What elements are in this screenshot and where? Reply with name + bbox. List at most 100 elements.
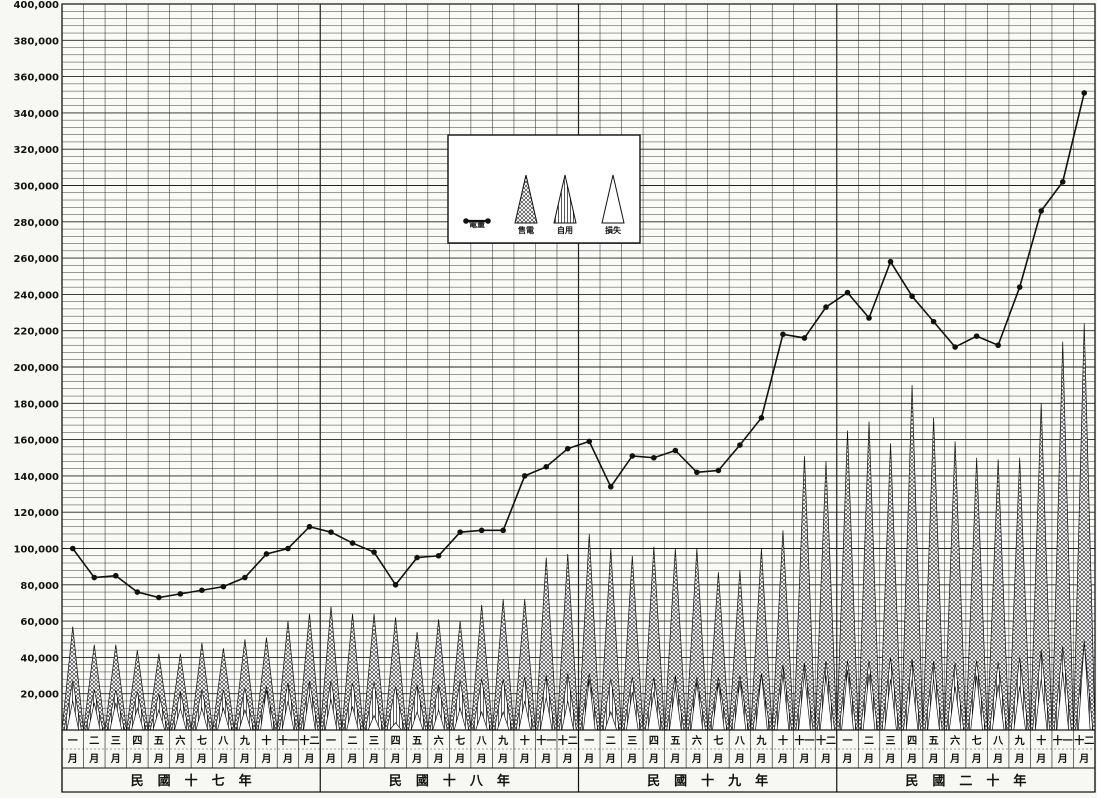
month-unit-label: 月 bbox=[131, 753, 142, 765]
data-point bbox=[973, 333, 980, 339]
legend-point-swatch bbox=[463, 218, 469, 224]
y-tick-label: 20,000 bbox=[20, 690, 59, 701]
data-point bbox=[758, 415, 765, 421]
data-point bbox=[1059, 179, 1066, 185]
month-unit-label: 月 bbox=[540, 753, 551, 765]
total-output-line bbox=[72, 92, 1086, 599]
month-label: 七 bbox=[197, 734, 207, 747]
data-point bbox=[156, 594, 162, 601]
month-unit-label: 月 bbox=[390, 753, 401, 765]
month-label: 五 bbox=[670, 735, 680, 747]
month-label: 十 bbox=[1036, 734, 1046, 747]
month-label: 五 bbox=[412, 735, 422, 747]
month-spike bbox=[836, 430, 859, 731]
month-label: 三 bbox=[111, 735, 121, 747]
month-label: 十一 bbox=[536, 734, 556, 747]
month-unit-label: 月 bbox=[949, 753, 960, 765]
month-unit-label: 月 bbox=[734, 753, 745, 765]
month-unit-label: 月 bbox=[562, 753, 573, 765]
month-label: 五 bbox=[154, 735, 164, 747]
legend-label: 售電 bbox=[517, 225, 534, 235]
month-unit-label: 月 bbox=[691, 753, 702, 765]
data-point bbox=[199, 587, 205, 594]
data-point bbox=[607, 483, 614, 490]
month-unit-label: 月 bbox=[712, 753, 723, 765]
month-unit-label: 月 bbox=[1035, 753, 1046, 765]
data-point bbox=[543, 464, 550, 470]
year-label: 民國二十年 bbox=[905, 773, 1040, 789]
month-unit-label: 月 bbox=[174, 753, 185, 765]
month-unit-label: 月 bbox=[992, 753, 1003, 765]
y-tick-label: 60,000 bbox=[20, 617, 59, 628]
month-unit-label: 月 bbox=[433, 753, 444, 765]
month-label: 一 bbox=[584, 736, 594, 747]
data-point bbox=[694, 469, 700, 476]
month-unit-label: 月 bbox=[196, 753, 207, 765]
data-point bbox=[737, 442, 743, 448]
month-unit-label: 月 bbox=[820, 753, 831, 765]
month-spike bbox=[793, 455, 816, 731]
data-point bbox=[91, 574, 98, 581]
month-unit-label: 月 bbox=[605, 753, 616, 765]
legend-entry-spike: 損失 bbox=[601, 174, 625, 235]
monthly-spikes bbox=[61, 323, 1096, 731]
month-label: 三 bbox=[627, 735, 637, 747]
data-point bbox=[113, 572, 119, 579]
month-unit-label: 月 bbox=[798, 753, 809, 765]
month-unit-label: 月 bbox=[88, 753, 99, 765]
month-label: 四 bbox=[907, 735, 917, 747]
month-label: 八 bbox=[217, 735, 229, 747]
month-label: 十二 bbox=[816, 734, 836, 747]
data-point bbox=[478, 527, 485, 534]
y-tick-label: 120,000 bbox=[13, 508, 59, 519]
data-point bbox=[1038, 208, 1044, 214]
data-point bbox=[586, 438, 593, 445]
y-axis-ticks: 400,000 380,000 360,000 340,000 320,000 300,0… bbox=[13, 0, 59, 701]
month-unit-label: 月 bbox=[971, 753, 982, 765]
month-spike bbox=[513, 599, 536, 731]
data-point bbox=[909, 293, 915, 300]
data-point bbox=[371, 549, 377, 555]
data-point bbox=[69, 545, 76, 552]
month-unit-label: 月 bbox=[1078, 753, 1089, 765]
month-spike bbox=[405, 631, 429, 731]
month-spike bbox=[1073, 323, 1096, 731]
month-spike bbox=[319, 606, 343, 731]
month-unit-label: 月 bbox=[239, 753, 250, 765]
month-label: 五 bbox=[929, 735, 939, 747]
month-unit-label: 月 bbox=[411, 753, 422, 765]
data-point bbox=[414, 554, 420, 561]
month-label: 一 bbox=[843, 736, 853, 747]
month-label: 六 bbox=[692, 734, 702, 747]
month-label: 七 bbox=[713, 734, 723, 747]
month-label: 十 bbox=[261, 734, 271, 747]
month-label: 六 bbox=[434, 734, 444, 747]
month-unit-label: 月 bbox=[67, 753, 78, 765]
month-label: 六 bbox=[950, 734, 960, 747]
data-point bbox=[1016, 284, 1023, 290]
y-tick-label: 80,000 bbox=[20, 581, 59, 592]
month-label: 二 bbox=[89, 735, 99, 747]
month-unit-label: 月 bbox=[303, 753, 314, 765]
month-spike bbox=[900, 385, 924, 731]
month-label: 八 bbox=[476, 735, 488, 747]
month-label: 十 bbox=[778, 734, 788, 747]
month-spike bbox=[771, 530, 795, 731]
month-spike bbox=[578, 533, 601, 731]
month-label: 二 bbox=[348, 735, 358, 747]
month-spike bbox=[535, 557, 558, 731]
y-tick-label: 380,000 bbox=[13, 36, 59, 47]
month-label: 十二 bbox=[1074, 734, 1094, 747]
month-label: 十 bbox=[520, 734, 530, 747]
data-point bbox=[220, 583, 227, 590]
y-tick-label: 160,000 bbox=[13, 436, 59, 447]
month-spike bbox=[1051, 341, 1074, 731]
month-unit-label: 月 bbox=[842, 753, 853, 765]
data-point bbox=[521, 473, 528, 479]
data-point bbox=[930, 318, 937, 325]
month-spike bbox=[83, 644, 106, 731]
data-point bbox=[823, 304, 829, 310]
month-unit-label: 月 bbox=[1014, 753, 1025, 765]
